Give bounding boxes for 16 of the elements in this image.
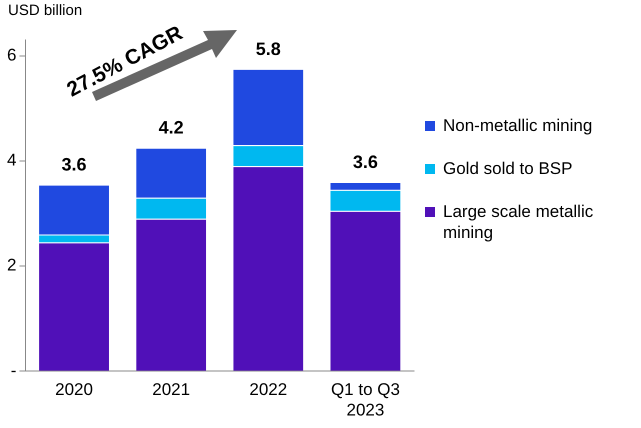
x-tick-label: 2020 <box>55 380 93 400</box>
y-tick-label: 2 <box>6 256 16 275</box>
legend-label: Gold sold to BSP <box>443 158 572 179</box>
total-label: 4.2 <box>158 118 184 138</box>
x-tick-label: Q1 to Q3 2023 <box>330 380 400 420</box>
y-tick-label: - <box>10 360 16 380</box>
legend-label: Non-metallic mining <box>443 115 592 136</box>
legend-label: Large scale metallic mining <box>443 201 594 243</box>
x-tick-label: 2022 <box>249 380 288 400</box>
y-tick-label: 6 <box>6 45 16 64</box>
total-label: 5.8 <box>256 38 281 59</box>
y-tick-label: 4 <box>6 150 16 170</box>
total-label: 3.6 <box>62 154 87 175</box>
y-axis-title: USD billion <box>8 2 82 19</box>
total-label: 3.6 <box>352 152 378 172</box>
x-tick-label: 2021 <box>152 380 190 400</box>
